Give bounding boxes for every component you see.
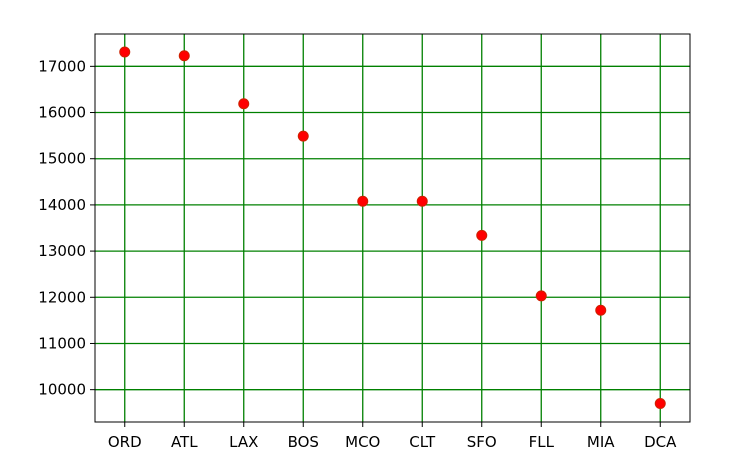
y-tick-label: 11000	[38, 334, 86, 352]
x-tick-label-fll: FLL	[529, 433, 555, 451]
y-tick-label: 15000	[38, 150, 86, 168]
data-point-sfo	[476, 229, 488, 241]
y-axis-ticks: 10000 11000 12000 13000 14000 15000 16000 17000	[38, 57, 95, 399]
x-tick-label-mco: MCO	[345, 433, 380, 451]
x-tick-label-lax: LAX	[229, 433, 258, 451]
x-tick-label-atl: ATL	[171, 433, 198, 451]
data-point-lax	[238, 98, 250, 110]
x-tick-label-bos: BOS	[288, 433, 319, 451]
x-tick-label-dca: DCA	[644, 433, 677, 451]
data-point-ord	[119, 46, 131, 58]
data-point-atl	[178, 50, 190, 62]
y-tick-label: 10000	[38, 381, 86, 399]
data-point-fll	[535, 290, 547, 302]
x-tick-label-clt: CLT	[409, 433, 436, 451]
data-point-mco	[357, 195, 369, 207]
data-point-dca	[654, 398, 666, 410]
data-points	[119, 46, 666, 410]
axes-frame	[94, 33, 691, 423]
data-point-mia	[595, 304, 607, 316]
y-tick-label: 16000	[38, 104, 86, 122]
y-tick-label: 13000	[38, 242, 86, 260]
x-tick-label-ord: ORD	[108, 433, 142, 451]
y-tick-label: 12000	[38, 288, 86, 306]
y-tick-label: 14000	[38, 196, 86, 214]
data-point-bos	[297, 130, 309, 142]
y-tick-label: 17000	[38, 57, 86, 75]
data-point-clt	[416, 195, 428, 207]
plot-frame	[94, 33, 691, 423]
grid-lines	[95, 34, 690, 422]
x-tick-label-mia: MIA	[587, 433, 615, 451]
x-tick-label-sfo: SFO	[467, 433, 497, 451]
x-axis-ticks: ORD ATL LAX BOS MCO CLT SFO FLL MIA DCA	[108, 422, 677, 451]
